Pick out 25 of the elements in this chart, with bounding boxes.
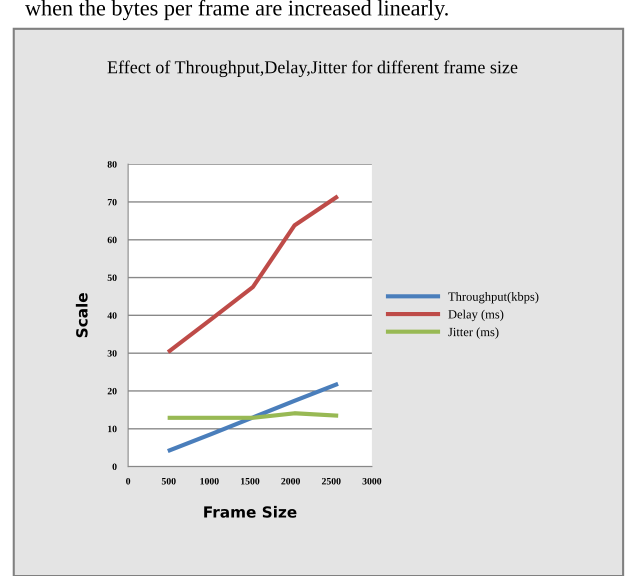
legend-label: Throughput(kbps) bbox=[448, 292, 538, 304]
legend-label: Delay (ms) bbox=[448, 310, 504, 322]
line-series bbox=[168, 382, 338, 452]
x-tick-label: 1000 bbox=[200, 478, 219, 485]
line-series bbox=[168, 195, 338, 353]
legend-label: Jitter (ms) bbox=[448, 327, 498, 339]
x-tick-label: 3000 bbox=[362, 478, 382, 485]
y-tick-label: 20 bbox=[108, 388, 117, 394]
y-tick-label: 30 bbox=[108, 350, 117, 357]
y-tick-label: 70 bbox=[108, 198, 117, 206]
y-tick-label: 0 bbox=[112, 463, 117, 470]
y-tick-label: 50 bbox=[108, 274, 117, 282]
x-tick-label: 500 bbox=[162, 478, 176, 485]
y-tick-label: 80 bbox=[108, 161, 117, 168]
y-tick-label: 10 bbox=[108, 426, 117, 432]
text: when the bytes per frame are increased linearly. bbox=[25, 0, 448, 20]
x-tick-label: 2500 bbox=[322, 478, 341, 485]
y-tick-label: 40 bbox=[107, 312, 117, 319]
x-axis-title: Frame Size bbox=[204, 506, 296, 518]
x-tick-label: 0 bbox=[126, 478, 130, 485]
y-axis-title: Scale bbox=[76, 293, 88, 338]
y-tick-label: 60 bbox=[108, 236, 117, 244]
x-tick-label: 1500 bbox=[241, 478, 260, 485]
x-tick-label: 2000 bbox=[281, 478, 300, 485]
chart-title: Effect of Throughput,Delay,Jitter for different frame size bbox=[108, 60, 518, 78]
